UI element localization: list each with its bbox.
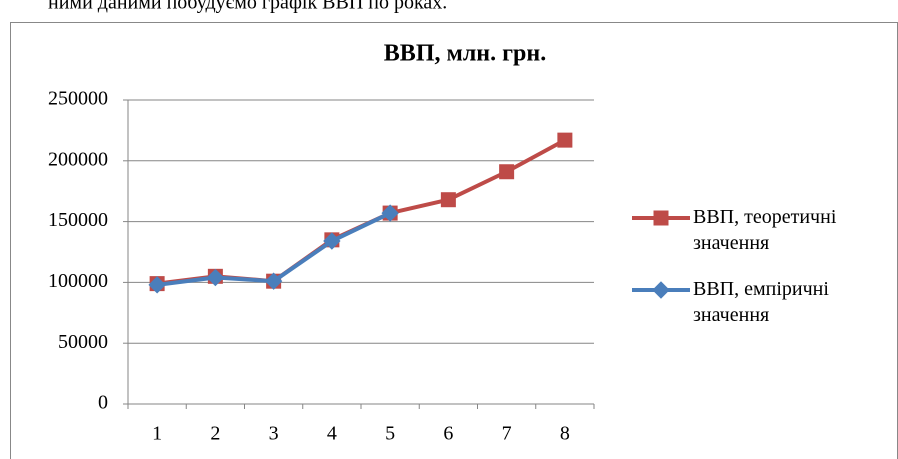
series-line xyxy=(156,138,566,286)
y-tick-label: 0 xyxy=(98,392,108,414)
legend-label: ВВП, емпіричні значення xyxy=(693,278,829,326)
x-tick-label: 1 xyxy=(152,423,162,445)
marker xyxy=(440,192,456,208)
marker xyxy=(148,276,166,294)
y-tick-label: 200000 xyxy=(48,148,108,170)
marker xyxy=(557,132,573,148)
marker xyxy=(323,232,341,250)
header-text: ними даними побудуємо графік ВВП по рока… xyxy=(48,0,447,14)
chart-title: ВВП, млн. грн. xyxy=(384,41,546,67)
legend-label-box: ВВП, емпіричні значення xyxy=(693,278,829,326)
marker xyxy=(264,272,283,290)
x-tick-label: 7 xyxy=(502,423,512,445)
marker xyxy=(206,268,225,287)
marker xyxy=(381,204,399,222)
x-tick-label: 8 xyxy=(560,423,570,445)
x-tick-label: 6 xyxy=(443,423,453,445)
y-tick-label: 150000 xyxy=(48,209,108,231)
y-tick-label: 50000 xyxy=(58,331,108,353)
legend-label-box: ВВП, теоретичні значення xyxy=(693,206,837,254)
marker xyxy=(499,164,515,180)
y-tick-label: 250000 xyxy=(48,88,108,110)
x-tick-label: 4 xyxy=(327,423,337,445)
x-tick-label: 2 xyxy=(210,423,220,445)
y-tick-label: 100000 xyxy=(48,270,108,292)
marker xyxy=(653,210,669,226)
x-tick-label: 5 xyxy=(385,423,395,445)
marker xyxy=(652,281,670,299)
x-tick-label: 3 xyxy=(269,423,279,445)
legend-label: ВВП, теоретичні значення xyxy=(693,206,837,254)
